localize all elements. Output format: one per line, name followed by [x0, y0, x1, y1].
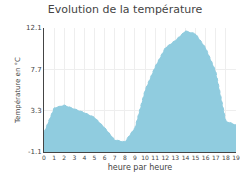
svg-text:5: 5	[93, 154, 97, 161]
svg-text:3.3: 3.3	[30, 107, 41, 115]
svg-text:Evolution de la température: Evolution de la température	[48, 3, 203, 16]
svg-text:11: 11	[151, 154, 159, 161]
svg-text:17: 17	[212, 154, 220, 161]
svg-text:9: 9	[133, 154, 137, 161]
svg-text:10: 10	[141, 154, 149, 161]
svg-text:1: 1	[52, 154, 56, 161]
svg-text:6: 6	[103, 154, 107, 161]
svg-text:15: 15	[192, 154, 200, 161]
svg-text:18: 18	[222, 154, 230, 161]
svg-text:8: 8	[123, 154, 127, 161]
svg-text:7: 7	[113, 154, 117, 161]
svg-text:13: 13	[172, 154, 180, 161]
svg-text:-1.1: -1.1	[28, 148, 42, 156]
svg-text:12: 12	[161, 154, 169, 161]
svg-text:4: 4	[83, 154, 87, 161]
svg-text:Température en °C: Température en °C	[14, 57, 22, 124]
svg-text:heure par heure: heure par heure	[108, 163, 173, 172]
svg-text:14: 14	[182, 154, 190, 161]
svg-text:7.7: 7.7	[30, 66, 41, 74]
svg-text:16: 16	[202, 154, 210, 161]
svg-text:3: 3	[72, 154, 76, 161]
svg-text:12.1: 12.1	[26, 24, 42, 32]
svg-text:0: 0	[42, 154, 46, 161]
svg-text:2: 2	[62, 154, 66, 161]
svg-text:19: 19	[232, 154, 240, 161]
